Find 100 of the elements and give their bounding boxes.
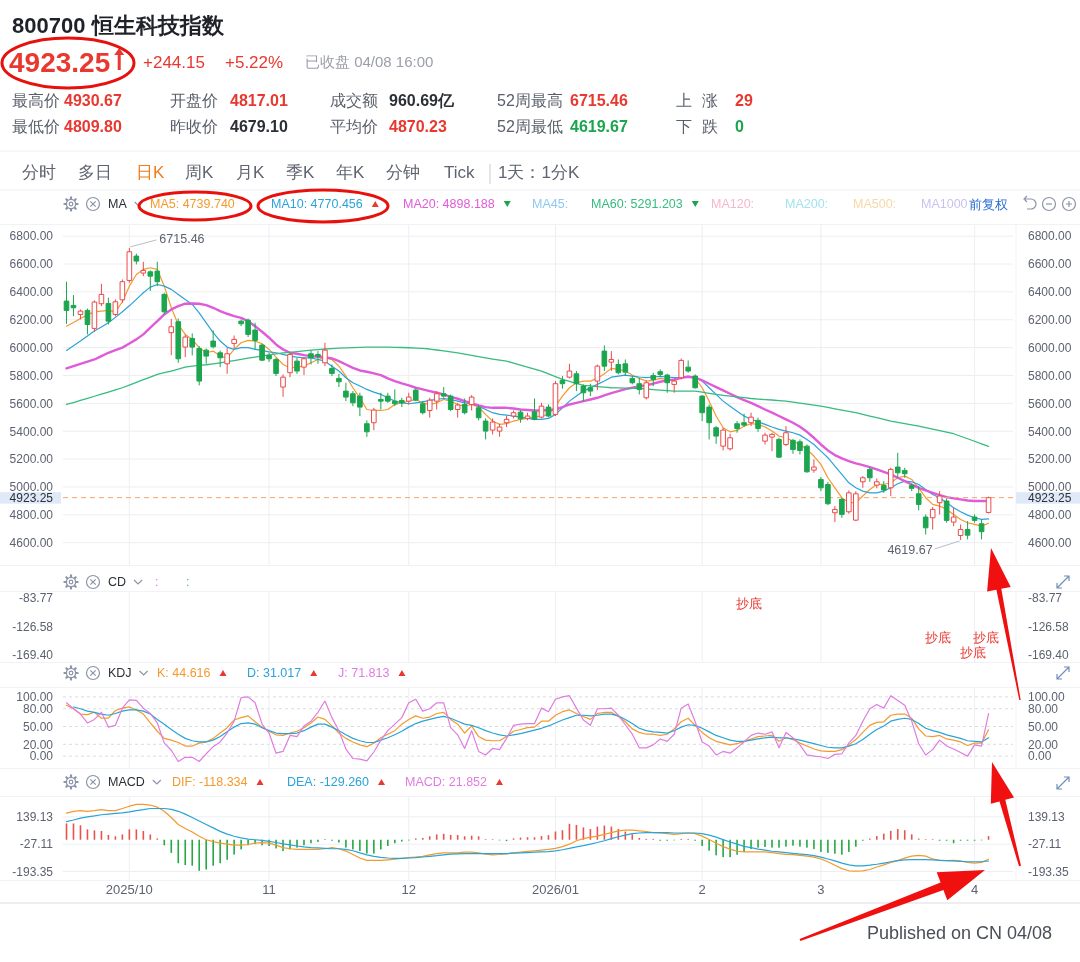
chart-title: KDJ: [108, 666, 132, 681]
y-tick-label: 4800.00: [9, 508, 54, 523]
candlestick: [273, 357, 279, 377]
annotation: 抄底: [736, 596, 762, 611]
candlestick: [545, 403, 552, 418]
x-tick-label: 2026/01: [531, 882, 579, 897]
text: 52周最低: [497, 118, 563, 135]
y2-tick-label: 139.13: [1028, 810, 1066, 825]
y2-tick-label: 5600.00: [1028, 396, 1072, 411]
y2-tick-label: 0.00: [1028, 749, 1052, 764]
text: MA1000: [921, 197, 968, 212]
text: 前复权: [969, 197, 1008, 212]
text: 800700 恒生科技指数: [12, 13, 225, 38]
text: 29: [735, 92, 753, 109]
y-tick-label: 5600.00: [9, 396, 54, 411]
candlestick: [552, 380, 559, 417]
x-tick-label: 11: [262, 882, 276, 897]
candlestick: [280, 373, 286, 398]
candlestick: [629, 375, 636, 385]
text: 4809.80: [64, 118, 122, 135]
text: 4923.25: [9, 47, 111, 78]
candlestick: [783, 425, 789, 447]
annotation: 抄底: [973, 630, 999, 645]
text: 多日: [78, 163, 112, 182]
candlestick: [510, 409, 517, 419]
candlestick: [650, 372, 657, 387]
y-tick-label: 139.13: [16, 810, 54, 825]
y-tick-label: 20.00: [22, 737, 54, 752]
candlestick: [678, 357, 684, 380]
text: 6715.46: [570, 92, 628, 109]
candlestick: [287, 352, 293, 378]
x-tick-label: 3: [817, 882, 825, 897]
candlestick: [217, 349, 223, 368]
series-label: J: 71.813: [338, 666, 390, 681]
text: MA10: 4770.456: [271, 197, 363, 212]
y-tick-label: 0.00: [29, 749, 54, 764]
candlestick: [943, 497, 950, 524]
candlestick: [475, 404, 482, 421]
candlestick: [371, 407, 377, 431]
candlestick: [301, 356, 307, 376]
candlestick: [412, 387, 419, 402]
y2-tick-label: 4800.00: [1028, 508, 1072, 523]
y-tick-label: 6800.00: [9, 229, 54, 244]
annotation: 抄底: [960, 645, 986, 660]
text: 分钟: [386, 163, 420, 182]
candlestick: [880, 480, 887, 494]
y2-tick-label: 6800.00: [1028, 229, 1072, 244]
y2-tick-label: 6000.00: [1028, 340, 1072, 355]
text: MA5: 4739.740: [150, 197, 235, 212]
text: MA20: 4898.188: [403, 197, 495, 212]
x-tick-label: 2: [698, 882, 706, 897]
y-tick-label: 50.00: [22, 719, 54, 734]
y2-tick-label: 5400.00: [1028, 424, 1072, 439]
candlestick: [140, 261, 147, 277]
candlestick: [776, 437, 782, 459]
series-label: DIF: -118.334: [172, 775, 248, 790]
text: 4870.23: [389, 118, 447, 135]
text: MACD: 21.852: [405, 775, 488, 790]
text: Tick: [444, 163, 476, 182]
candlestick: [524, 412, 531, 421]
candlestick: [860, 475, 866, 489]
y-tick-label: 5800.00: [9, 368, 54, 383]
text: 昨收价: [170, 118, 218, 135]
chart-title: MACD: [108, 775, 145, 790]
candlestick: [692, 373, 698, 390]
candlestick: [685, 359, 691, 374]
text: 月K: [236, 163, 265, 182]
candlestick: [231, 335, 237, 349]
candlestick: [713, 425, 719, 445]
text: 4923.25: [1028, 490, 1072, 505]
y2-tick-label: -27.11: [1028, 837, 1062, 852]
y-tick-label: 6400.00: [9, 285, 54, 300]
text: 日K: [136, 163, 165, 182]
candlestick: [224, 347, 230, 375]
text: 最低价: [12, 118, 60, 135]
y-tick-label: 80.00: [22, 702, 54, 717]
candlestick: [531, 397, 538, 421]
text: 开盘价: [170, 92, 218, 109]
text: :: [155, 575, 159, 590]
candlestick: [594, 363, 601, 391]
annotation: 4619.67: [887, 542, 933, 557]
text: 4619.67: [570, 118, 628, 135]
candlestick: [105, 297, 112, 325]
candlestick: [329, 363, 335, 377]
candlestick: [573, 370, 580, 392]
text: 4817.01: [230, 92, 288, 109]
candlestick: [126, 247, 133, 284]
candlestick: [671, 378, 678, 394]
candlestick: [922, 513, 929, 535]
text: 年K: [336, 163, 365, 182]
candlestick: [915, 485, 922, 511]
y2-tick-label: 5800.00: [1028, 368, 1072, 383]
y2-tick-label: 4600.00: [1028, 536, 1072, 550]
candlestick: [873, 477, 880, 489]
candlestick: [908, 483, 915, 492]
y2-tick-label: 6600.00: [1028, 257, 1072, 272]
text: 0: [735, 118, 744, 135]
text: MA500:: [853, 197, 897, 212]
annotation: 抄底: [925, 630, 951, 645]
y2-tick-label: 80.00: [1028, 702, 1059, 717]
